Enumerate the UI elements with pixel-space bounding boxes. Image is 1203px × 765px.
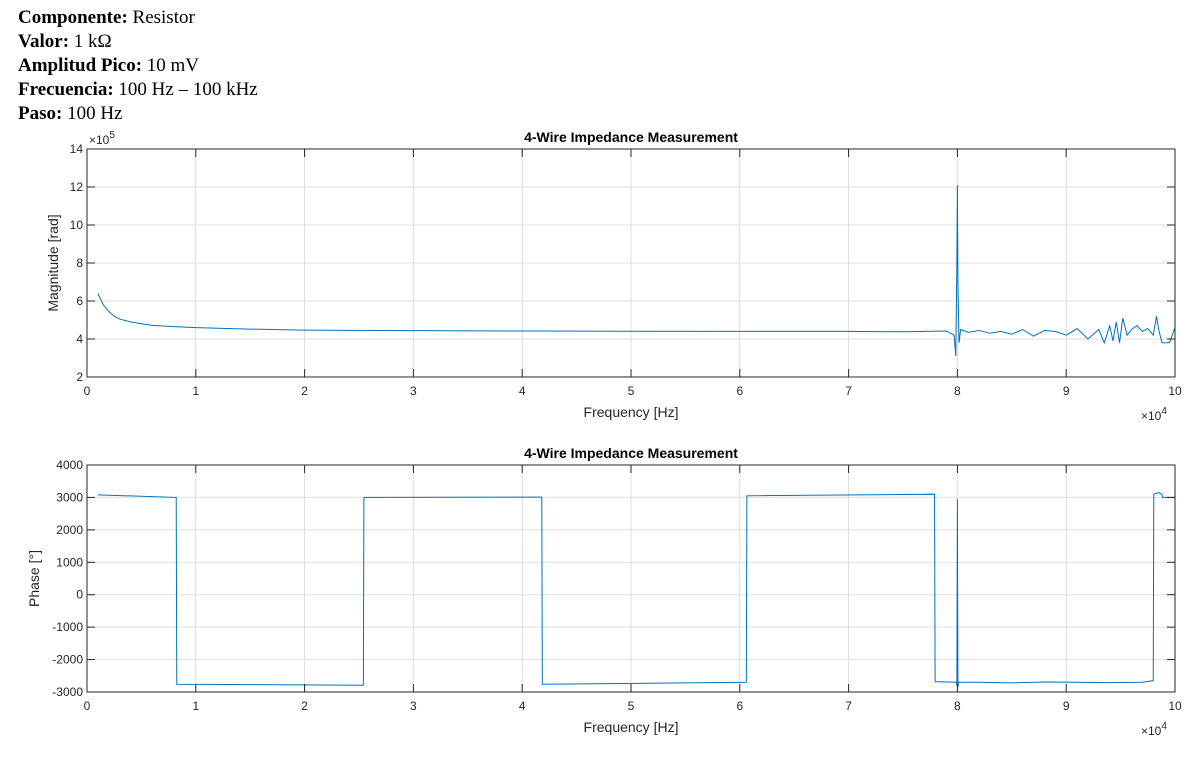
- x-tick-label: 1: [192, 699, 199, 713]
- y-tick-label: 0: [76, 588, 83, 602]
- y-tick-label: 12: [70, 180, 84, 194]
- x-tick-label: 5: [628, 699, 635, 713]
- info-label: Paso:: [18, 103, 63, 124]
- x-tick-label: 6: [736, 384, 743, 398]
- x-tick-label: 4: [519, 699, 526, 713]
- y-tick-label: 1000: [56, 555, 83, 569]
- x-tick-label: 7: [845, 699, 852, 713]
- x-tick-label: 9: [1063, 699, 1070, 713]
- info-row-amplitude: Amplitud Pico: 10 mV: [18, 54, 258, 78]
- x-tick-label: 0: [84, 384, 91, 398]
- y-exponent-label: ×105: [89, 130, 115, 147]
- info-row-component: Componente: Resistor: [18, 6, 258, 30]
- x-tick-label: 0: [84, 699, 91, 713]
- y-tick-label: -3000: [52, 685, 83, 699]
- x-tick-label: 7: [845, 384, 852, 398]
- chart-title: 4-Wire Impedance Measurement: [524, 129, 738, 145]
- info-row-step: Paso: 100 Hz: [18, 102, 258, 126]
- x-tick-label: 9: [1063, 384, 1070, 398]
- chart-title: 4-Wire Impedance Measurement: [524, 445, 738, 461]
- x-tick-label: 8: [954, 699, 961, 713]
- y-tick-label: 2: [76, 370, 83, 384]
- x-axis-label: Frequency [Hz]: [584, 719, 679, 735]
- info-label: Frecuencia:: [18, 79, 114, 100]
- info-row-value: Valor: 1 kΩ: [18, 30, 258, 54]
- info-value: 100 Hz – 100 kHz: [113, 79, 258, 100]
- x-tick-label: 8: [954, 384, 961, 398]
- x-axis-label: Frequency [Hz]: [584, 404, 679, 420]
- x-exponent-label: ×104: [1141, 721, 1167, 738]
- x-tick-label: 1: [192, 384, 199, 398]
- chart-2: 0 1 2 3 4 5 6 7 8 9 10 -3000 -2000 -1000 0 1000 2000 3000…: [26, 445, 1182, 738]
- x-tick-label: 10: [1168, 384, 1182, 398]
- x-tick-label: 2: [301, 384, 308, 398]
- x-tick-label: 10: [1168, 699, 1182, 713]
- info-row-frequency: Frecuencia: 100 Hz – 100 kHz: [18, 78, 258, 102]
- info-value: 1 kΩ: [69, 31, 112, 52]
- y-tick-label: 4: [76, 332, 83, 346]
- y-tick-label: -1000: [52, 620, 83, 634]
- x-tick-label: 2: [301, 699, 308, 713]
- y-axis-label: Phase [°]: [26, 550, 42, 607]
- x-tick-label: 4: [519, 384, 526, 398]
- x-tick-label: 3: [410, 384, 417, 398]
- info-label: Amplitud Pico:: [18, 55, 143, 76]
- info-value: Resistor: [127, 7, 195, 28]
- info-value: 10 mV: [142, 55, 200, 76]
- x-tick-label: 6: [736, 699, 743, 713]
- info-label: Componente:: [18, 7, 128, 28]
- y-tick-label: 3000: [56, 490, 83, 504]
- y-tick-label: 6: [76, 294, 83, 308]
- y-tick-label: -2000: [52, 653, 83, 667]
- y-tick-label: 2000: [56, 523, 83, 537]
- x-tick-label: 5: [628, 384, 635, 398]
- measurement-info: Componente: Resistor Valor: 1 kΩ Amplitu…: [18, 6, 258, 126]
- y-tick-label: 8: [76, 256, 83, 270]
- y-tick-label: 4000: [56, 458, 83, 472]
- info-value: 100 Hz: [62, 103, 123, 124]
- y-tick-label: 10: [70, 218, 84, 232]
- y-axis-label: Magnitude [rad]: [45, 214, 61, 311]
- x-exponent-label: ×104: [1141, 406, 1167, 423]
- y-tick-label: 14: [70, 142, 84, 156]
- info-label: Valor:: [18, 31, 70, 52]
- data-series-line: [97, 492, 1175, 688]
- x-tick-label: 3: [410, 699, 417, 713]
- data-series-line: [97, 185, 1176, 357]
